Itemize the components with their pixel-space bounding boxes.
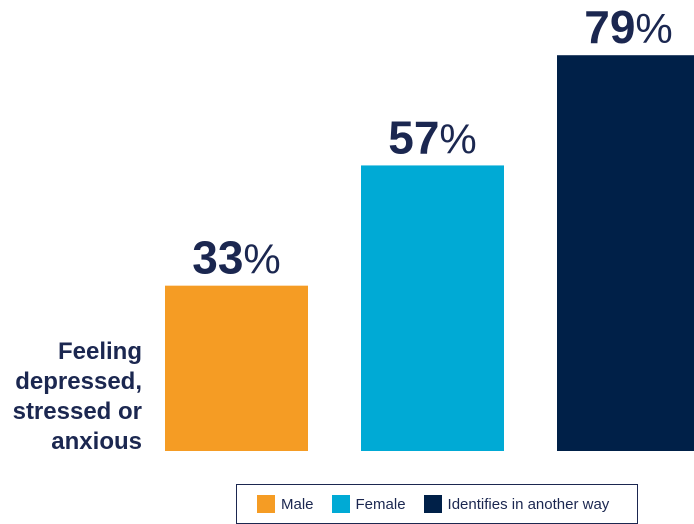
bar-female [361, 165, 504, 451]
legend-item-male: Male [257, 495, 314, 513]
bar-identifies-in-another-way [557, 55, 694, 452]
category-label-line: anxious [51, 428, 142, 455]
data-label-identifies-in-another-way: 79% [584, 1, 673, 53]
legend-swatch-another-way [423, 495, 442, 513]
legend-item-female: Female [331, 495, 406, 513]
category-label-line: stressed or [12, 398, 142, 425]
data-label-female: 57% [388, 111, 477, 163]
legend-label-male: Male [281, 495, 314, 513]
category-label: Feeling depressed, stressed or anxious [0, 337, 142, 457]
category-label-line: Feeling [57, 338, 142, 365]
legend-swatch-male [257, 495, 275, 513]
legend-label-female: Female [355, 495, 406, 513]
legend-swatch-female [331, 495, 350, 513]
bar-male [165, 285, 308, 451]
category-label-line: depressed, [15, 368, 142, 395]
legend-item-another-way: Identifies in another way [423, 495, 610, 513]
legend-label-another-way: Identifies in another way [447, 495, 610, 513]
legend: Male Female Identifies in another way [236, 484, 638, 524]
data-label-male: 33% [192, 232, 281, 284]
